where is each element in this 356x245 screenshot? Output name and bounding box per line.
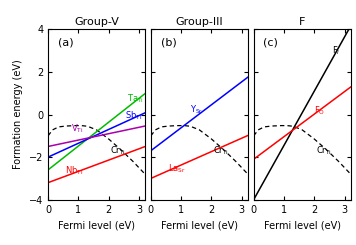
Title: Group-III: Group-III (176, 17, 223, 27)
Text: (b): (b) (161, 38, 176, 48)
Text: Ta$_{\rm Ti}$: Ta$_{\rm Ti}$ (127, 92, 145, 105)
Text: La$_{\rm Sr}$: La$_{\rm Sr}$ (168, 163, 185, 175)
Text: (a): (a) (58, 38, 73, 48)
X-axis label: Fermi level (eV): Fermi level (eV) (161, 220, 238, 230)
Text: Cr$_{\rm Ti}$: Cr$_{\rm Ti}$ (316, 145, 332, 157)
Text: F$_i$: F$_i$ (333, 45, 341, 57)
Text: Cr$_{\rm Ti}$: Cr$_{\rm Ti}$ (213, 145, 229, 157)
Text: Cr$_{\rm Ti}$: Cr$_{\rm Ti}$ (110, 145, 126, 157)
Y-axis label: Formation energy (eV): Formation energy (eV) (13, 60, 23, 169)
Text: (c): (c) (263, 38, 278, 48)
Text: Sb$_{\rm Ti}$: Sb$_{\rm Ti}$ (125, 110, 143, 122)
X-axis label: Fermi level (eV): Fermi level (eV) (264, 220, 341, 230)
Text: V$_{\rm Ti}$: V$_{\rm Ti}$ (71, 122, 83, 135)
Text: Y$_{\rm Sr}$: Y$_{\rm Sr}$ (190, 103, 204, 116)
Text: F$_{\rm O}$: F$_{\rm O}$ (314, 104, 325, 117)
Text: Nb$_{\rm Ti}$: Nb$_{\rm Ti}$ (65, 165, 83, 177)
X-axis label: Fermi level (eV): Fermi level (eV) (58, 220, 135, 230)
Title: F: F (299, 17, 305, 27)
Title: Group-V: Group-V (74, 17, 119, 27)
